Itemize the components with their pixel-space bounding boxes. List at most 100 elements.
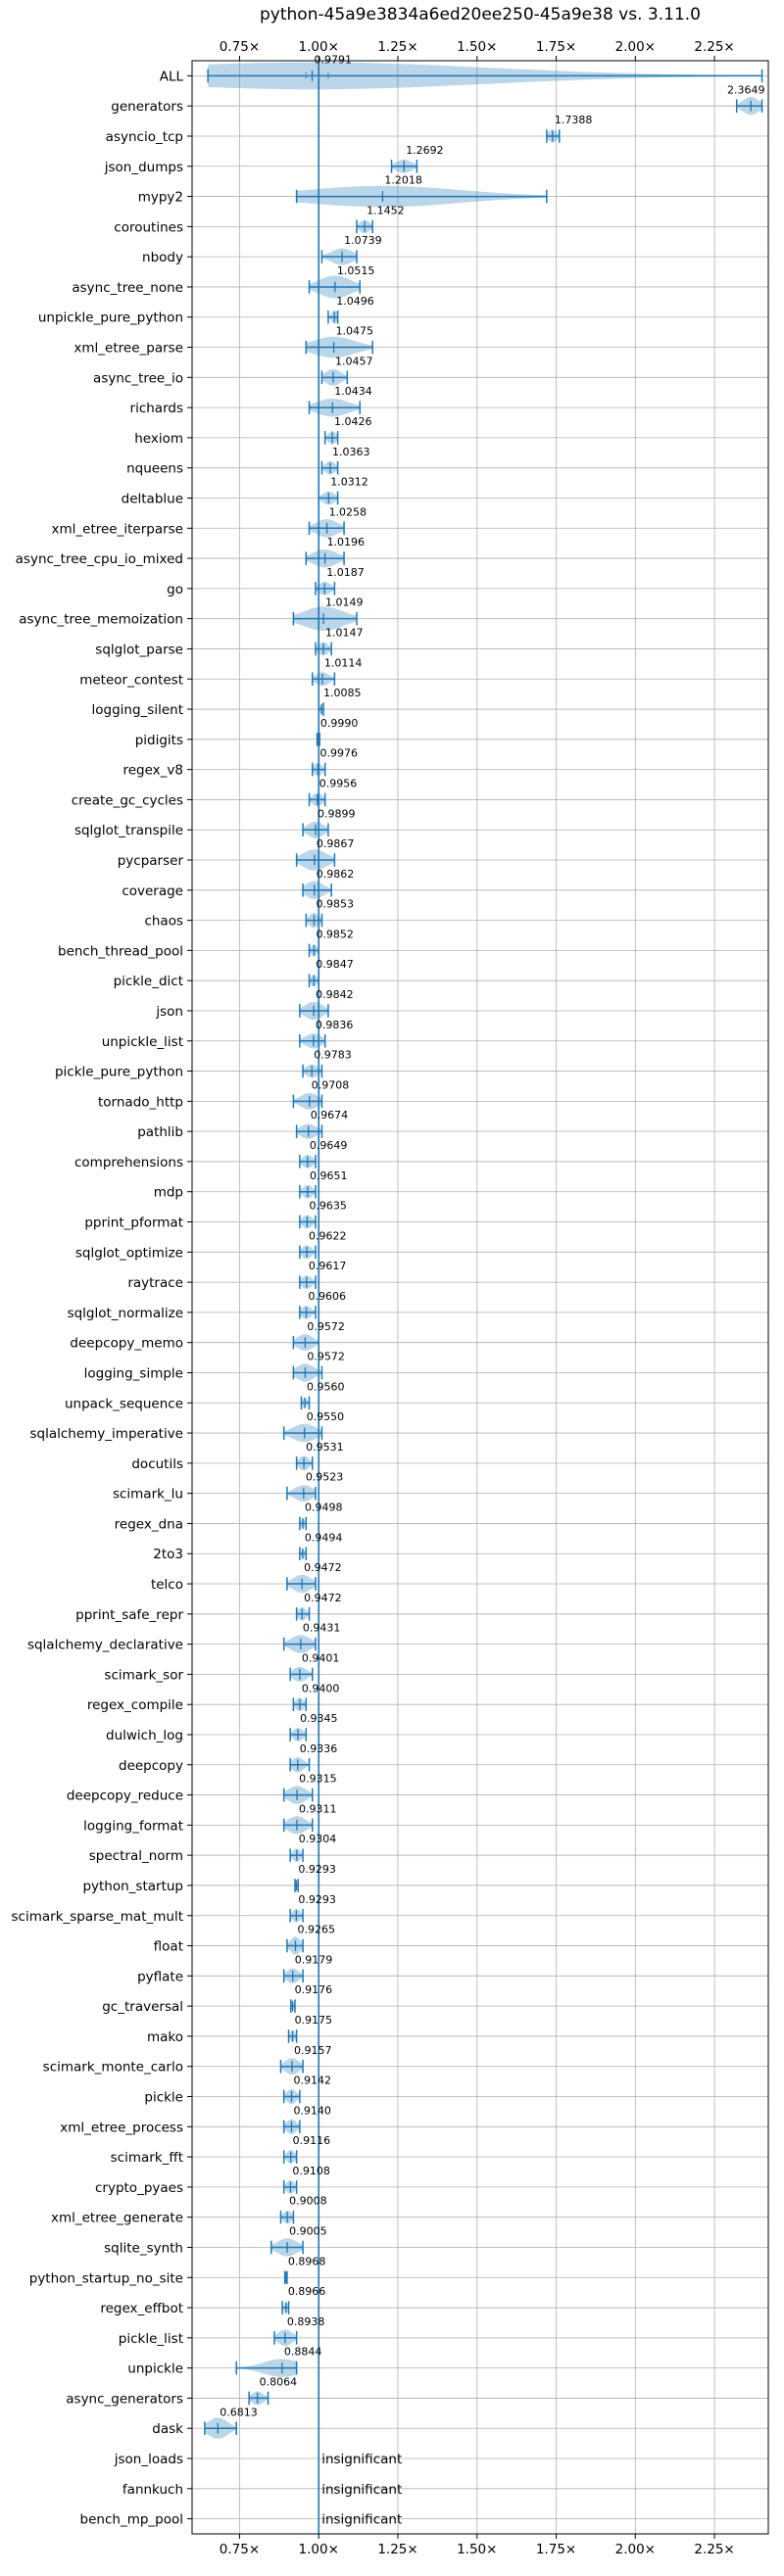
value-label: 0.9472 (304, 1561, 342, 1574)
benchmark-name-label: xml_etree_process (60, 2120, 183, 2135)
value-label: 0.9842 (316, 988, 354, 1001)
x-tick-label-top: 1.25× (377, 39, 417, 55)
value-label: 0.9008 (289, 2195, 327, 2208)
value-label: 0.9265 (297, 1924, 335, 1936)
x-tick-label-top: 0.75× (220, 39, 260, 55)
value-label: 0.9572 (307, 1320, 345, 1333)
value-label: 0.9400 (302, 1682, 340, 1694)
x-tick-label-top: 1.00× (299, 39, 339, 55)
benchmark-name-label: crypto_pyaes (95, 2180, 183, 2196)
benchmark-name-label: spectral_norm (89, 1848, 183, 1864)
value-label: 1.0258 (329, 505, 368, 518)
benchmark-name-label: pyflate (137, 1969, 183, 1984)
value-label: 0.9293 (298, 1863, 336, 1876)
benchmark-name-label: bench_mp_pool (80, 2512, 183, 2528)
benchmark-name-label: deepcopy (119, 1758, 183, 1774)
value-label-layer: 0.9791 2.3649 1.7388 1.2692 1.2018 1.1452 1.07… (220, 53, 764, 2527)
value-label: 0.9862 (317, 868, 355, 881)
benchmark-name-label: sqlglot_parse (95, 642, 183, 657)
benchmark-name-label: python_startup_no_site (29, 2270, 183, 2286)
benchmark-name-label: bench_thread_pool (58, 943, 183, 959)
benchmark-name-label: pickle_pure_python (55, 1065, 183, 1080)
value-label: 0.9311 (299, 1802, 337, 1815)
x-tick-label-bottom: 1.00× (299, 2542, 339, 2557)
value-label: 0.9293 (298, 1893, 336, 1906)
value-label: 1.0196 (327, 536, 366, 549)
value-label: 0.9179 (295, 1953, 333, 1966)
benchmark-name-label: richards (130, 401, 183, 416)
benchmark-name-label: xml_etree_parse (74, 341, 183, 357)
benchmark-name-label: regex_dna (115, 1516, 183, 1532)
value-label: 1.0475 (336, 325, 374, 338)
benchmark-name-label: regex_compile (87, 1697, 183, 1713)
value-label: 0.9157 (294, 2044, 332, 2057)
benchmark-name-label: unpickle_pure_python (38, 310, 183, 326)
benchmark-name-label: sqlalchemy_declarative (27, 1638, 183, 1653)
x-tick-layer: 0.75× 0.75× 1.00× 1.00× 1.25× 1.25× 1.50× 1.50×… (220, 39, 735, 2557)
benchmark-name-label: logging_format (83, 1818, 183, 1834)
benchmark-name-label: mako (147, 2029, 183, 2045)
benchmark-name-label: telco (151, 1577, 183, 1593)
benchmark-name-label: nqueens (126, 461, 183, 477)
benchmark-name-label: meteor_contest (79, 672, 183, 688)
benchmark-name-label: scimark_monte_carlo (43, 2060, 183, 2075)
value-label: 0.9956 (319, 777, 358, 789)
value-label: 0.9005 (289, 2225, 327, 2238)
value-label: 1.0496 (336, 295, 374, 308)
benchmark-name-label: async_tree_none (72, 280, 183, 296)
benchmark-name-label: async_tree_cpu_io_mixed (16, 551, 183, 567)
grid-layer (192, 61, 768, 2534)
benchmark-name-label: scimark_lu (113, 1487, 183, 1503)
value-label: 0.9550 (307, 1410, 345, 1423)
benchmark-name-label: 2to3 (153, 1547, 183, 1562)
benchmark-name-label: deltablue (122, 491, 183, 506)
value-label: 1.0457 (335, 355, 373, 367)
benchmark-name-label: unpickle (127, 2361, 183, 2377)
value-label: 0.9472 (304, 1592, 342, 1604)
value-label: 1.2692 (406, 144, 444, 157)
benchmark-name-label: regex_v8 (122, 763, 183, 779)
benchmark-name-label: xml_etree_iterparse (52, 521, 184, 537)
benchmark-name-label: async_tree_io (93, 370, 183, 386)
benchmark-name-label: coverage (122, 883, 183, 899)
value-label: 0.9867 (317, 837, 355, 850)
value-label: 0.9523 (306, 1471, 344, 1484)
value-label: 1.0739 (344, 234, 382, 247)
value-label: 0.9345 (300, 1712, 338, 1725)
value-label: 1.1452 (367, 204, 405, 216)
value-label: 0.9622 (309, 1229, 347, 1242)
value-label: 0.9635 (309, 1200, 347, 1213)
value-label: 0.9674 (311, 1109, 349, 1121)
value-label: 0.9649 (310, 1139, 348, 1152)
benchmark-name-label: sqlite_synth (104, 2240, 183, 2256)
value-label: 0.9304 (299, 1833, 337, 1845)
value-label: 1.0363 (332, 446, 370, 458)
value-label: 1.0312 (330, 476, 368, 489)
benchmark-name-label: coroutines (114, 219, 183, 235)
benchmark-name-label: docutils (131, 1456, 183, 1472)
benchmark-name-label: gc_traversal (102, 1999, 183, 2015)
value-label: 1.0085 (323, 687, 362, 699)
benchmark-name-label: json_loads (114, 2452, 183, 2467)
value-label: 0.8968 (288, 2255, 326, 2267)
value-label: 0.9976 (319, 747, 358, 760)
x-tick-label-bottom: 2.25× (694, 2542, 734, 2557)
benchmark-name-label: dulwich_log (106, 1728, 183, 1743)
value-label: 1.0149 (325, 596, 364, 609)
x-tick-label-top: 1.75× (536, 39, 576, 55)
benchmark-name-label: nbody (142, 250, 183, 265)
benchmark-name-label: json (155, 1004, 183, 1020)
insignificant-label: insignificant (321, 2512, 402, 2528)
value-label: 0.9853 (316, 898, 354, 911)
value-label: 0.9176 (295, 1983, 333, 1996)
x-tick-label-top: 1.50× (457, 39, 497, 55)
x-tick-label-bottom: 0.75× (220, 2542, 260, 2557)
value-label: 0.9116 (293, 2134, 331, 2147)
value-label: 0.9494 (305, 1531, 343, 1544)
benchmark-name-label: scimark_sparse_mat_mult (12, 1909, 183, 1925)
value-label: 0.9990 (320, 717, 359, 730)
x-tick-label-bottom: 1.25× (377, 2542, 417, 2557)
benchmark-name-label: fannkuch (122, 2482, 183, 2498)
value-label: 0.9852 (316, 928, 354, 940)
